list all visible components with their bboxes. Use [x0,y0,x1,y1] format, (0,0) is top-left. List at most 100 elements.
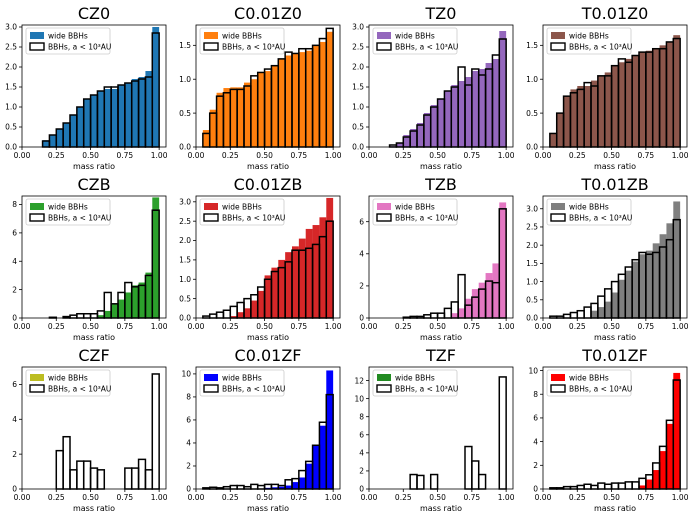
x-tick-label: 0.75 [117,493,134,502]
bar-wide [618,279,626,318]
legend-box [25,369,111,397]
x-axis-label: mass ratio [247,333,289,342]
bar-wide [145,71,153,147]
x-tick-label: 0.50 [82,151,99,160]
bar-wide [465,298,472,318]
bar-wide [118,85,125,147]
y-tick-label: 0.0 [526,314,538,323]
bar-wide [250,79,258,147]
legend-label-close: BBHs, a < 10³AU [569,214,632,223]
bar-close [215,311,225,319]
y-tick-label: 0.0 [352,143,364,152]
subplot-title: T0.01Z0 [581,4,649,23]
bar-wide [292,246,299,318]
bar-wide [250,300,258,318]
bar-close [576,309,585,319]
y-tick-label: 4 [12,415,17,424]
x-tick-label: 1.00 [151,493,168,502]
y-tick-label: 2.0 [179,236,191,245]
y-tick-label: 8 [533,390,538,399]
x-tick-label: 0.50 [429,322,446,331]
x-tick-label: 1.00 [325,322,342,331]
bar-wide [659,45,667,148]
x-tick-label: 0.25 [222,493,239,502]
x-tick-label: 0.00 [535,322,552,331]
legend-swatch-wide [551,32,565,39]
bar-wide [230,87,238,147]
bar-wide [492,263,500,318]
legend-label-close: BBHs, a < 10³AU [395,214,458,223]
bar-wide [478,69,486,147]
legend-label-close: BBHs, a < 10³AU [395,385,458,394]
bar-wide [652,243,660,318]
y-tick-label: 1.5 [526,259,538,268]
bar-wide [278,259,286,318]
bar-close [62,435,71,490]
bar-wide [625,58,633,148]
legend-label-close: BBHs, a < 10³AU [395,43,458,52]
bar-wide [645,250,653,318]
subplot-title: T0.01ZB [580,175,648,194]
legend-box [546,369,632,397]
x-axis-label: mass ratio [594,162,636,171]
x-axis-label: mass ratio [420,162,462,171]
legend-swatch-wide [377,374,391,381]
subplot-TZB: TZB 0.00 0.25 0.50 0.75 1.00 0 2 4 6 mass ratio wid… [359,175,515,342]
y-tick-label: 1.0 [179,275,191,284]
bar-close [498,376,507,490]
bar-close [436,312,446,319]
legend-swatch-close [29,42,45,51]
axes-frame [542,195,688,319]
x-tick-label: 1.00 [498,322,515,331]
x-tick-label: 0.75 [291,493,308,502]
y-tick-label: 3.0 [352,23,364,32]
bar-wide [152,197,160,318]
bar-wide [430,105,438,147]
bar-close [137,458,147,490]
legend: wide BBHs BBHs, a < 10³AU [25,369,111,397]
bar-wide [499,202,507,318]
subplot-CZF: CZF 0.00 0.25 0.50 0.75 1.00 0 2 4 6 mass ratio wid… [12,346,168,513]
x-tick-label: 0.25 [222,151,239,160]
x-tick-label: 0.25 [569,493,586,502]
y-tick-label: 0.0 [5,143,17,152]
x-tick-label: 0.50 [429,151,446,160]
bar-wide [417,123,424,147]
bar-wide [271,267,279,318]
bar-wide [465,77,472,147]
legend-label-close: BBHs, a < 10³AU [569,385,632,394]
bar-wide [111,89,118,147]
bar-close [229,484,238,490]
legend-label-close: BBHs, a < 10³AU [48,385,111,394]
bar-wide [271,65,279,147]
y-tick-label: 2.5 [526,223,538,232]
bar-wide [591,310,598,318]
bar-close [416,474,425,490]
bar-wide [618,62,626,147]
y-tick-label: 0.0 [179,314,191,323]
x-axis-label: mass ratio [594,333,636,342]
axes-frame [195,366,341,490]
legend-label-wide: wide BBHs [569,374,609,383]
x-axis-label: mass ratio [73,333,115,342]
bar-wide [444,91,452,147]
y-tick-label: 6 [359,430,364,439]
x-tick-label: 0.00 [14,151,31,160]
legend: wide BBHs BBHs, a < 10³AU [199,369,285,397]
bar-close [263,483,273,490]
bar-wide [312,445,320,489]
y-tick-label: 10 [354,394,364,403]
x-tick-label: 0.50 [256,151,273,160]
y-tick-label: 4 [359,449,364,458]
legend-box [372,27,458,55]
bar-close [477,473,487,490]
subplot-title: CZ0 [78,4,110,23]
legend-label-wide: wide BBHs [569,203,609,212]
bar-wide [471,289,479,318]
legend-swatch-close [550,384,566,393]
y-tick-label: 0.5 [352,123,364,132]
x-tick-label: 0.00 [188,151,205,160]
bar-wide [278,58,286,148]
bar-close [236,484,245,490]
y-tick-label: 1.5 [179,41,191,50]
